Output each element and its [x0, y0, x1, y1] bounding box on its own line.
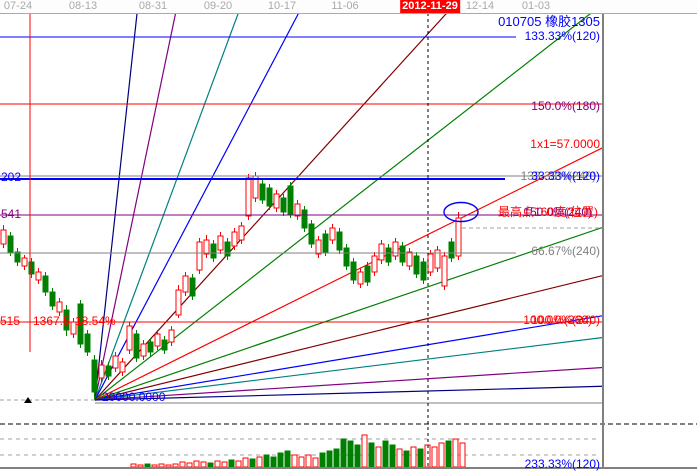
date-tick: 12-14: [465, 0, 495, 12]
date-tick: 08-31: [138, 0, 168, 12]
candlesticks: [0, 172, 462, 400]
chart-frame: [0, 13, 697, 469]
date-tick: 11-06: [331, 0, 359, 12]
price-level-lines: [0, 13, 697, 456]
current-date-badge: 2012-11-29: [400, 0, 460, 13]
date-tick: 10-17: [267, 0, 297, 12]
date-tick: 09-20: [203, 0, 233, 12]
chart-title: 010705 橡胶1305: [498, 14, 600, 29]
date-tick: 08-13: [68, 0, 98, 12]
volume-bars: [130, 434, 466, 468]
date-tick: 01-03: [521, 0, 551, 12]
date-axis[interactable]: 07-24 08-13 08-31 09-20 10-17 11-06 2012-11-29…: [0, 0, 697, 14]
date-tick: 07-24: [3, 0, 33, 12]
highlight-ellipse: [443, 201, 479, 223]
